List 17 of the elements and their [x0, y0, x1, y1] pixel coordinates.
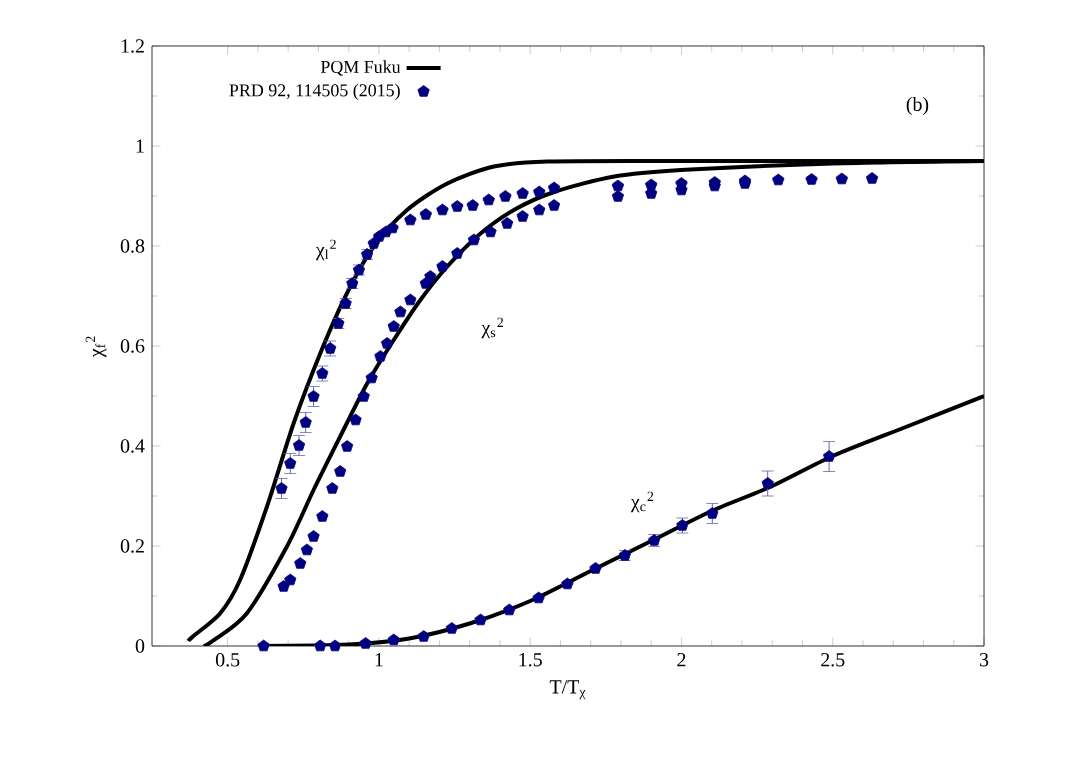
x-tick-label: 1.5	[519, 653, 542, 667]
y-tick-label: 0.6	[120, 339, 145, 353]
y-tick-label: 1.2	[121, 39, 144, 53]
y-tick-label: 0	[135, 639, 145, 653]
y-tick-label: 0.4	[120, 439, 145, 453]
x-tick-label: 2.5	[821, 653, 845, 667]
legend-label: PRD 92, 114505 (2015)	[229, 83, 400, 101]
legend-label: PQM Fuku	[320, 60, 401, 76]
y-tick-label: 1	[136, 139, 144, 153]
annotation: (b)	[906, 96, 929, 116]
x-tick-label: 1	[375, 653, 383, 667]
x-tick-label: 0.5	[215, 653, 240, 667]
x-tick-label: 3	[980, 653, 989, 667]
x-axis-title: T/T$_{χ}$	[549, 680, 586, 700]
x-tick-label: 2	[677, 653, 686, 667]
y-tick-label: 0.8	[120, 239, 145, 253]
y-tick-label: 0.2	[120, 539, 144, 553]
